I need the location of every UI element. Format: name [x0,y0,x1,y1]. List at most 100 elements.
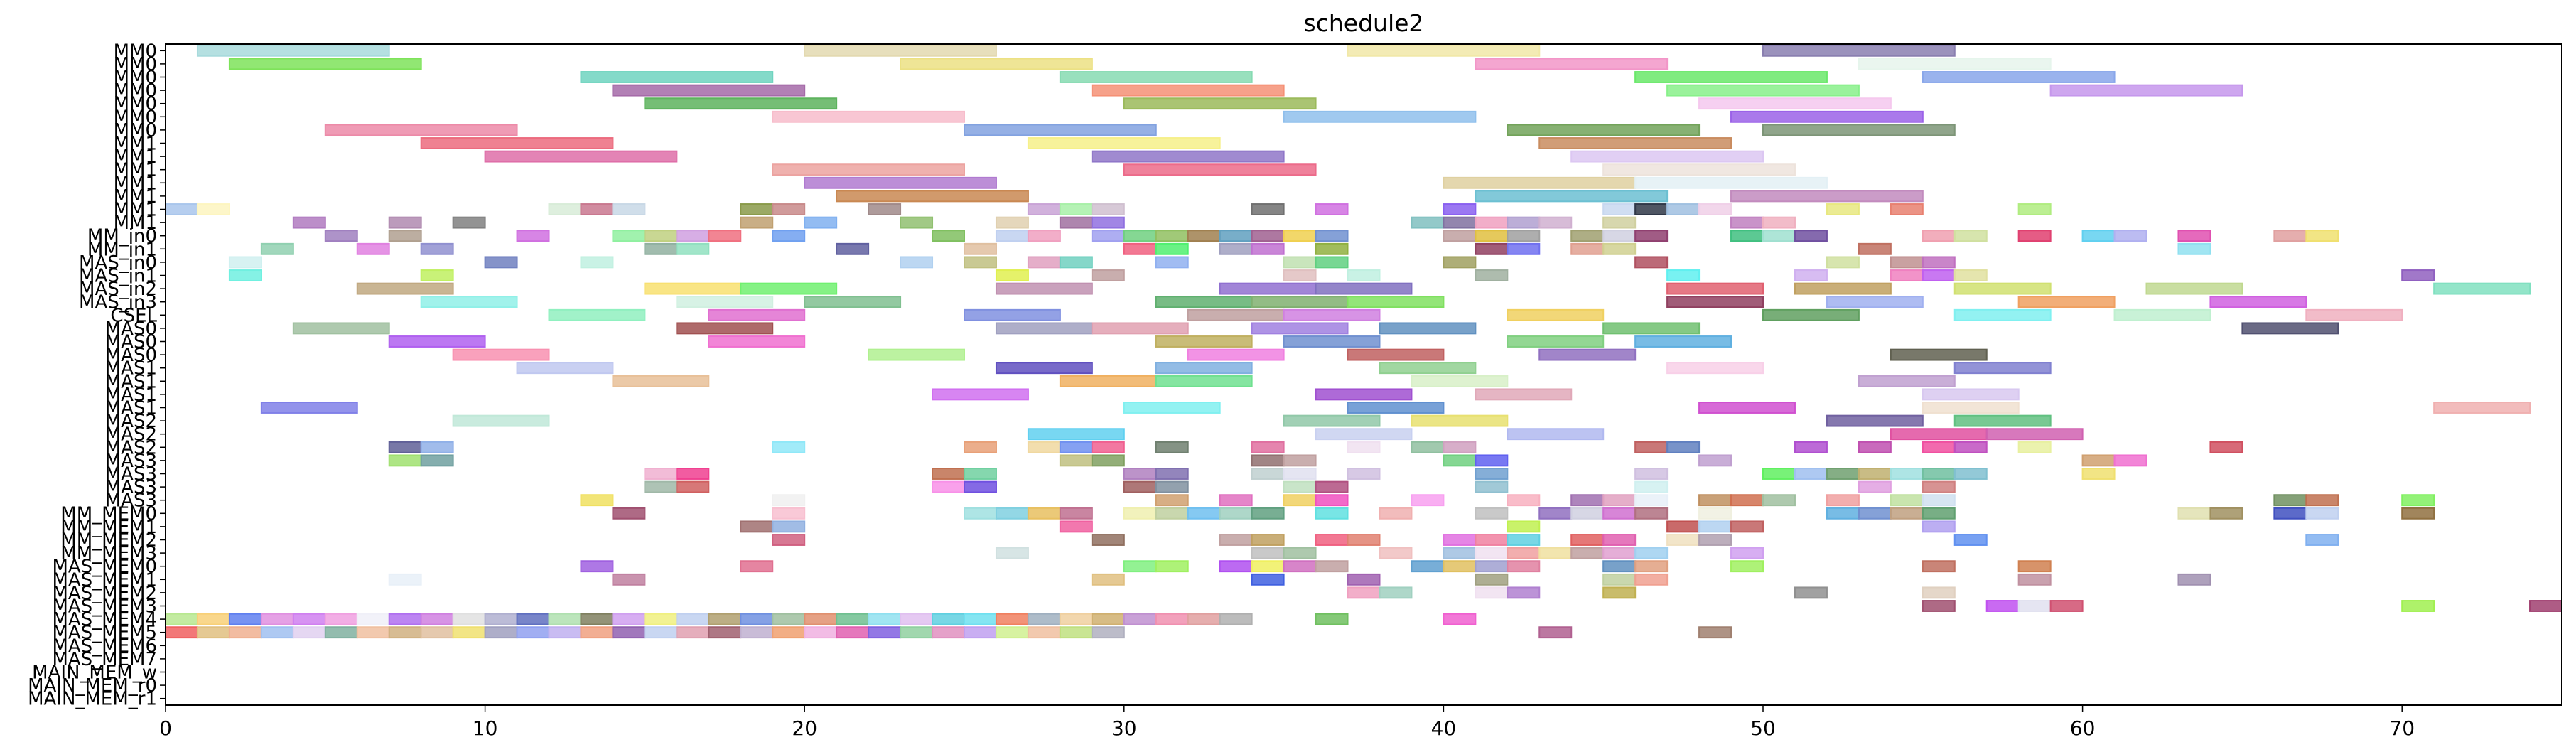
task-bar [2209,507,2243,520]
task-bar [1251,230,1285,242]
task-bar [1858,441,1892,453]
task-bar [1475,269,1509,281]
task-bar [1602,230,1637,242]
task-bar [2113,308,2211,321]
task-bar [292,216,326,229]
task-bar [836,190,1029,203]
task-bar [1315,507,1349,520]
task-bar [1059,520,1093,533]
task-bar [1953,534,1988,546]
y-tick-label: MAS_MEM7 [52,649,157,670]
y-tick-label: MM0 [114,120,157,141]
task-bar [740,613,774,625]
task-bar [1698,454,1732,467]
task-bar [1922,600,1956,612]
task-bar [1411,560,1445,573]
y-tick-label: MM_in1 [87,239,157,260]
task-bar [580,626,614,639]
task-bar [1507,230,1541,242]
task-bar [932,480,966,493]
task-bar [1922,402,2020,414]
task-bar [644,230,678,242]
task-bar [1730,110,1924,123]
task-bar [1922,494,1956,507]
task-bar [1602,534,1637,546]
task-bar [1538,137,1732,149]
task-bar [964,613,997,625]
task-bar [1602,322,1701,335]
task-bar [900,613,934,625]
task-bar [995,547,1029,559]
y-tick-label: MM1 [114,134,157,155]
task-bar [580,203,614,215]
task-bar [1602,216,1637,229]
task-bar [2273,494,2307,507]
task-bar [1602,573,1637,586]
task-bar [1826,468,1860,480]
task-bar [995,230,1029,242]
task-bar [1890,269,1924,281]
y-tick-label: MAS1 [105,398,157,419]
task-bar [1666,441,1701,453]
task-bar [1155,230,1189,242]
task-bar [2401,494,2435,507]
y-tick-label: MAS_MEM6 [52,635,157,657]
task-bar [1091,216,1125,229]
task-bar [1602,547,1637,559]
y-tick-label: MAS_MEM5 [52,623,157,644]
task-bar [356,626,390,639]
task-bar [356,242,390,255]
y-tick-label: MAS3 [105,464,157,485]
task-bar [1794,230,1828,242]
task-bar [772,441,806,453]
task-bar [772,163,965,176]
task-bar [1059,256,1093,269]
task-bar [2305,230,2339,242]
task-bar [1059,454,1093,467]
task-bar [2209,441,2243,453]
task-bar [1219,282,1317,295]
task-bar [1826,414,1924,427]
task-bar [804,296,902,308]
task-bar [1155,441,1189,453]
task-bar [1922,230,1956,242]
task-bar [292,322,390,335]
task-bar [1283,414,1381,427]
task-bar [1155,296,1253,308]
task-bar [1091,230,1125,242]
task-bar [740,282,838,295]
task-bar [932,613,966,625]
task-bar [964,256,997,269]
task-bar [1059,71,1253,83]
task-bar [644,613,678,625]
task-bar [612,203,646,215]
task-bar [196,203,230,215]
y-tick-label: MM0 [114,107,157,128]
task-bar [1666,520,1701,533]
task-bar [580,71,774,83]
task-bar [1475,388,1573,401]
task-bar [165,626,198,639]
task-bar [708,230,742,242]
task-bar [1634,335,1732,348]
task-bar [612,375,710,387]
task-bar [1027,626,1061,639]
task-bar [484,150,678,163]
task-bar [1219,613,1253,625]
y-tick-label: MM0 [114,41,157,62]
task-bar [676,480,710,493]
task-bar [420,441,454,453]
y-tick-label: MAS_in3 [79,292,157,313]
y-tick-label: MM0 [114,80,157,102]
y-tick-label: MM_MEM2 [60,530,157,552]
task-bar [1698,534,1732,546]
task-bar [1507,216,1541,229]
task-bar [2017,230,2052,242]
y-tick-label: MAS_MEM3 [52,596,157,618]
task-bar [2401,269,2435,281]
y-tick-label: MM_MEM1 [60,517,157,538]
task-bar [1602,163,1796,176]
y-tick-label: MAS_MEM0 [52,557,157,578]
task-bar [1538,547,1573,559]
task-bar [1123,507,1157,520]
